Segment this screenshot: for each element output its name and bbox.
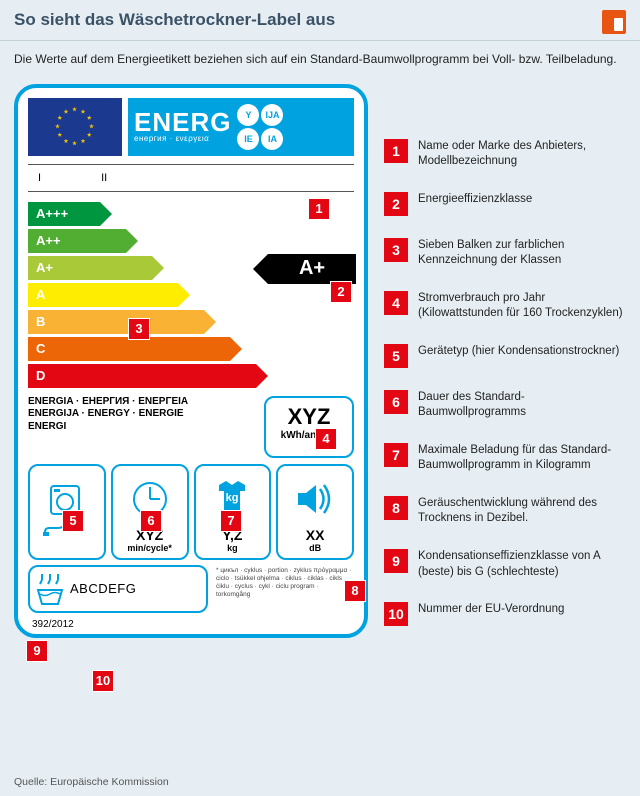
model-line: I II: [28, 164, 354, 192]
bottom-row: ABCDEFG * цикъл · cyklus · portion · zyk…: [28, 565, 354, 613]
header: So sieht das Wäschetrockner-Label aus: [0, 0, 640, 41]
marker-10: 10: [92, 670, 114, 692]
marker-1: 1: [308, 198, 330, 220]
efficiency-bar: A: [28, 283, 178, 307]
legend-text: Geräuschentwicklung während des Trocknen…: [418, 496, 626, 527]
regulation-number: 392/2012: [28, 619, 354, 630]
efficiency-bar: A+: [28, 256, 152, 280]
marker-8: 8: [344, 580, 366, 602]
marker-7: 7: [220, 510, 242, 532]
condensation-icon: [36, 572, 64, 606]
legend-number: 8: [384, 496, 408, 520]
efficiency-bar: C: [28, 337, 230, 361]
cycle-footnote: * цикъл · cyklus · portion · zyklus πρόγ…: [214, 565, 354, 613]
efficiency-bar: A+++: [28, 202, 100, 226]
legend-number: 6: [384, 390, 408, 414]
rating-value: A+: [299, 257, 325, 280]
legend: 1 Name oder Marke des Anbieters, Modellbe…: [384, 84, 626, 648]
energ-banner: ENERG енергия · ενεργεια YIJAIEIA: [128, 98, 354, 156]
marker-5: 5: [62, 510, 84, 532]
marker-9: 9: [26, 640, 48, 662]
legend-text: Name oder Marke des Anbieters, Modellbez…: [418, 139, 626, 170]
energia-multilang: ENERGIA · ЕНЕРГИЯ · ΕΝΕΡΓΕΙΑENERGIJA · E…: [28, 396, 188, 434]
capacity-unit: kg: [227, 543, 238, 553]
legend-number: 9: [384, 549, 408, 573]
duration-unit: min/cycle*: [127, 543, 172, 553]
noise-unit: dB: [309, 543, 321, 553]
legend-item: 5 Gerätetyp (hier Kondensationstrockner): [384, 344, 626, 368]
energ-circle: IE: [237, 128, 259, 150]
brand-logo: [602, 10, 626, 34]
energ-circle: Y: [237, 104, 259, 126]
source-line: Quelle: Europäische Kommission: [14, 776, 169, 788]
legend-number: 2: [384, 192, 408, 216]
energy-label: ENERG енергия · ενεργεια YIJAIEIA I II A…: [14, 84, 368, 638]
model-roman-2: II: [101, 172, 107, 184]
legend-item: 10 Nummer der EU-Verordnung: [384, 602, 626, 626]
marker-6: 6: [140, 510, 162, 532]
page-title: So sieht das Wäschetrockner-Label aus: [14, 10, 335, 30]
eu-flag-icon: [28, 98, 122, 156]
energ-suffix-circles: YIJAIEIA: [237, 104, 283, 150]
legend-item: 6 Dauer des Standard-Baumwollprogramms: [384, 390, 626, 421]
legend-text: Sieben Balken zur farblichen Kennzeichnu…: [418, 238, 626, 269]
model-roman-1: I: [38, 172, 41, 184]
legend-text: Dauer des Standard-Baumwollprogramms: [418, 390, 626, 421]
legend-text: Kondensationseffizienzklasse von A (best…: [418, 549, 626, 580]
efficiency-bar: A++: [28, 229, 126, 253]
legend-item: 3 Sieben Balken zur farblichen Kennzeichn…: [384, 238, 626, 269]
legend-item: 9 Kondensationseffizienzklasse von A (bes…: [384, 549, 626, 580]
legend-text: Maximale Beladung für das Standard-Baumw…: [418, 443, 626, 474]
energ-circle: IJA: [261, 104, 283, 126]
icon-box-noise: XX dB: [276, 464, 354, 560]
mid-row: ENERGIA · ЕНЕРГИЯ · ΕΝΕΡΓΕΙΑENERGIJA · E…: [28, 396, 354, 458]
rating-pointer: A+: [268, 254, 356, 284]
legend-number: 1: [384, 139, 408, 163]
legend-item: 1 Name oder Marke des Anbieters, Modellbe…: [384, 139, 626, 170]
kwh-box: XYZ kWh/annum: [264, 396, 354, 458]
legend-number: 5: [384, 344, 408, 368]
legend-number: 4: [384, 291, 408, 315]
content: ENERG енергия · ενεργεια YIJAIEIA I II A…: [0, 78, 640, 656]
marker-4: 4: [315, 428, 337, 450]
noise-value: XX: [306, 527, 325, 543]
legend-item: 8 Geräuschentwicklung während des Trockne…: [384, 496, 626, 527]
kwh-value: XYZ: [266, 404, 352, 430]
marker-2: 2: [330, 281, 352, 303]
svg-text:kg: kg: [226, 492, 239, 504]
condensation-box: ABCDEFG: [28, 565, 208, 613]
page: So sieht das Wäschetrockner-Label aus Di…: [0, 0, 640, 796]
efficiency-bar: B: [28, 310, 204, 334]
legend-text: Nummer der EU-Verordnung: [418, 602, 564, 618]
speaker-icon: [294, 479, 336, 519]
legend-text: Stromverbrauch pro Jahr (Kilowattstunden…: [418, 291, 626, 322]
efficiency-bars: A+++ A++ A+ ABCD A+: [28, 202, 354, 388]
legend-item: 7 Maximale Beladung für das Standard-Baum…: [384, 443, 626, 474]
legend-item: 2 Energieeffizienzklasse: [384, 192, 626, 216]
legend-item: 4 Stromverbrauch pro Jahr (Kilowattstunde…: [384, 291, 626, 322]
energ-word: ENERG: [134, 111, 231, 134]
top-band: ENERG енергия · ενεργεια YIJAIEIA: [28, 98, 354, 156]
label-column: ENERG енергия · ενεργεια YIJAIEIA I II A…: [14, 84, 368, 648]
energ-circle: IA: [261, 128, 283, 150]
legend-number: 10: [384, 602, 408, 626]
subtitle: Die Werte auf dem Energieetikett beziehe…: [0, 41, 640, 78]
legend-number: 3: [384, 238, 408, 262]
condensation-classes: ABCDEFG: [70, 581, 136, 596]
kwh-unit: kWh/annum: [266, 430, 352, 441]
legend-number: 7: [384, 443, 408, 467]
legend-text: Gerätetyp (hier Kondensationstrockner): [418, 344, 619, 360]
legend-text: Energieeffizienzklasse: [418, 192, 532, 208]
marker-3: 3: [128, 318, 150, 340]
efficiency-bar: D: [28, 364, 256, 388]
